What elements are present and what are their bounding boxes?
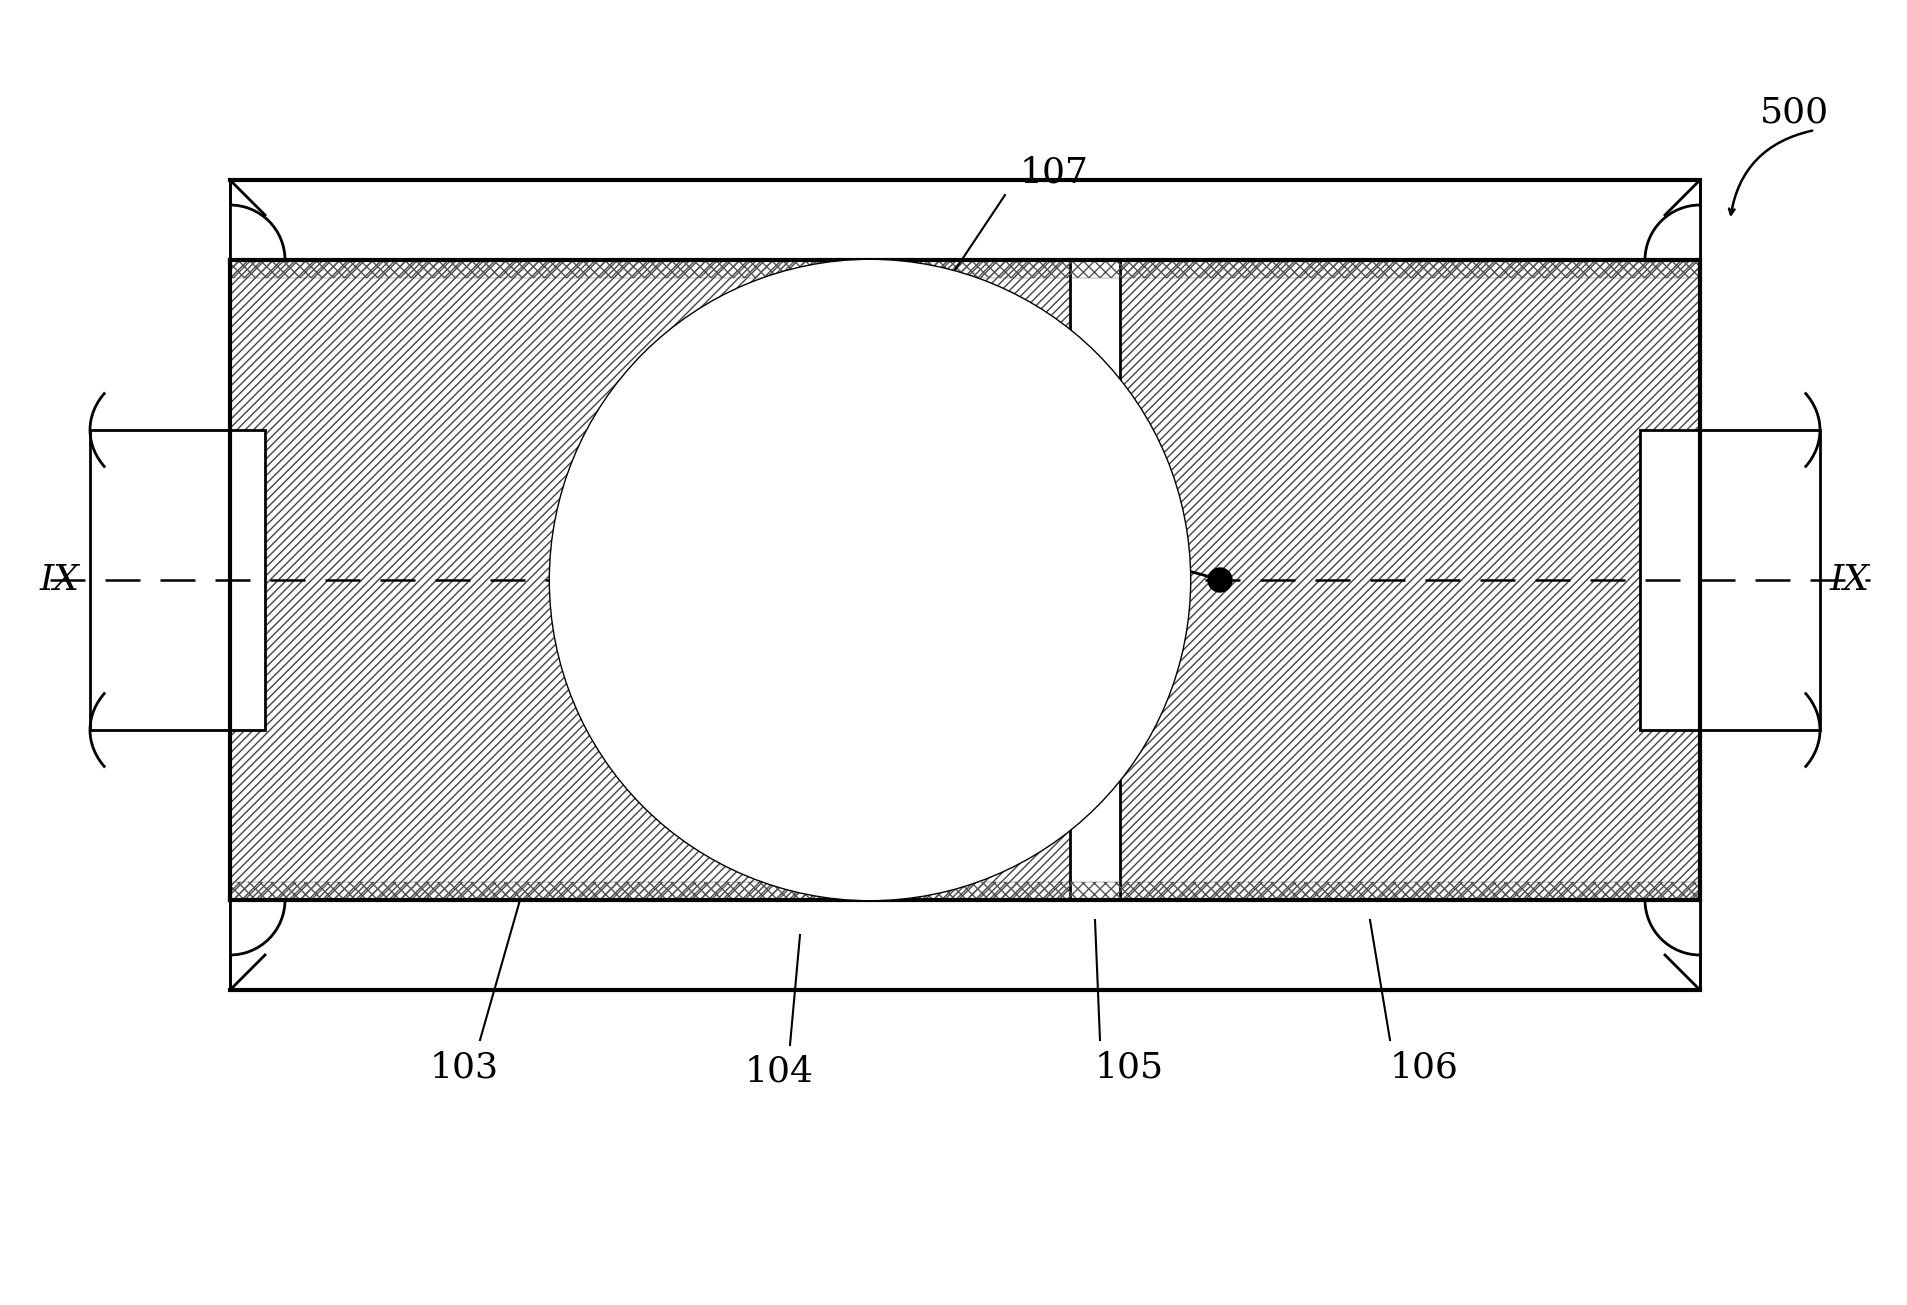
Polygon shape: [231, 260, 1699, 900]
Polygon shape: [761, 489, 1011, 699]
Polygon shape: [1070, 260, 1119, 900]
Polygon shape: [231, 205, 284, 260]
Polygon shape: [231, 900, 1699, 990]
Text: 107: 107: [1020, 155, 1089, 189]
Text: IX: IX: [1831, 562, 1871, 596]
Polygon shape: [231, 180, 1699, 260]
Circle shape: [549, 260, 1190, 900]
Polygon shape: [90, 431, 265, 729]
Text: 106: 106: [1390, 1051, 1459, 1084]
Polygon shape: [774, 510, 879, 680]
Polygon shape: [1646, 205, 1699, 260]
Text: 500: 500: [1760, 95, 1829, 129]
Text: 103: 103: [429, 1051, 500, 1084]
Polygon shape: [1646, 900, 1699, 955]
Text: 104: 104: [746, 1054, 814, 1088]
Circle shape: [1207, 568, 1232, 592]
Circle shape: [587, 568, 612, 592]
Circle shape: [549, 260, 1190, 900]
Text: 105: 105: [1095, 1051, 1163, 1084]
Polygon shape: [1640, 431, 1819, 729]
Circle shape: [549, 260, 1190, 900]
Polygon shape: [721, 459, 1020, 710]
Text: IX: IX: [40, 562, 80, 596]
Circle shape: [889, 559, 912, 582]
Circle shape: [828, 478, 852, 502]
Polygon shape: [231, 900, 284, 955]
